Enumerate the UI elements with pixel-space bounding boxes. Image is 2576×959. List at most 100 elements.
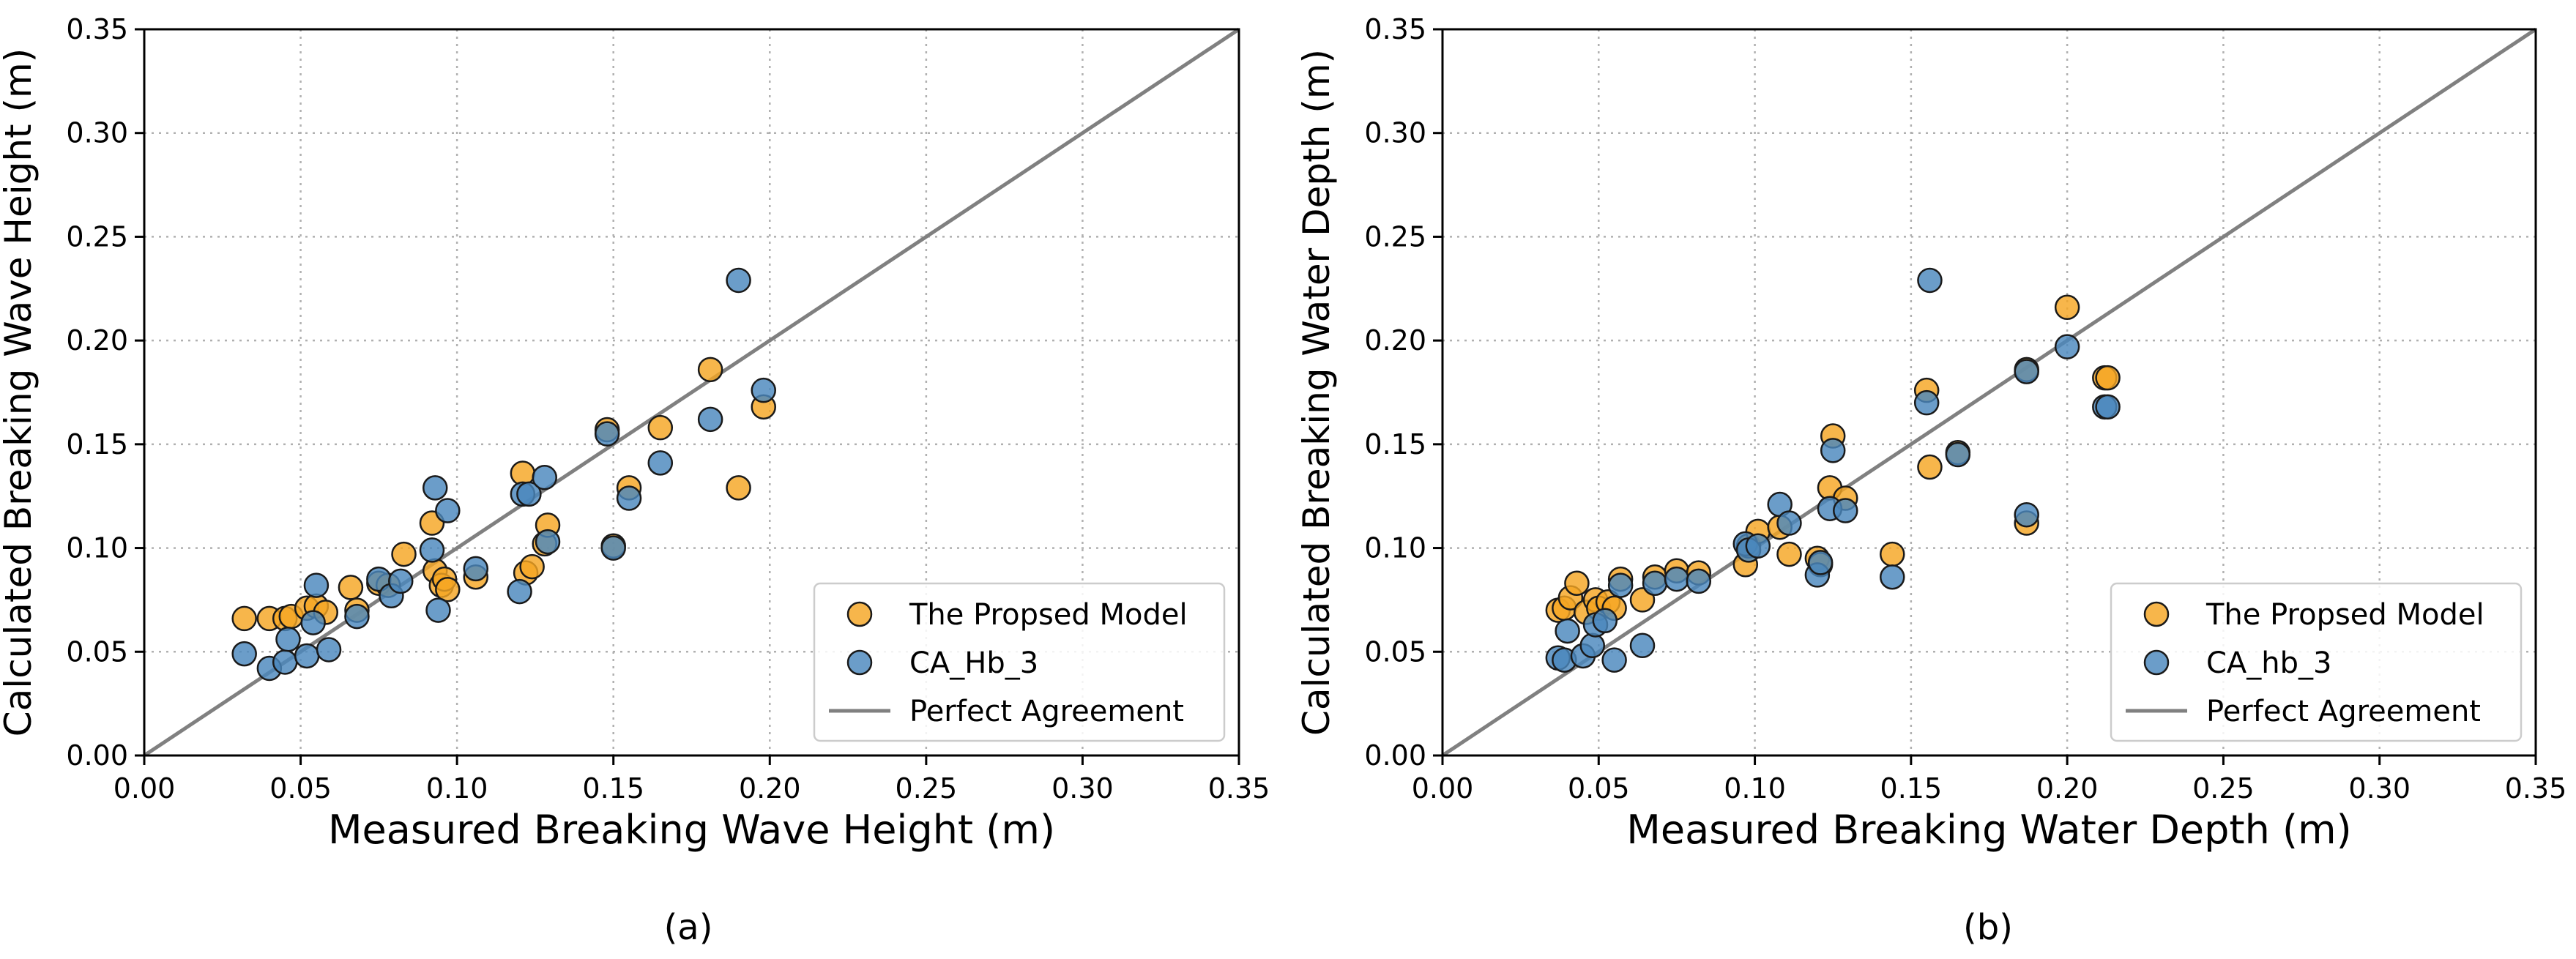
ca-point bbox=[1592, 608, 1618, 634]
ca-point bbox=[231, 641, 257, 667]
x-tick-label: 0.25 bbox=[896, 772, 958, 805]
ca-point bbox=[751, 377, 776, 403]
proposed-model-point bbox=[1880, 541, 1905, 567]
y-tick-label: 0.20 bbox=[66, 324, 128, 357]
ca-point bbox=[425, 597, 451, 623]
ca-point bbox=[726, 267, 751, 294]
legend-label: Perfect Agreement bbox=[2206, 695, 2481, 728]
x-tick-label: 0.00 bbox=[1412, 772, 1474, 805]
x-tick-label: 0.10 bbox=[426, 772, 488, 805]
y-tick-label: 0.00 bbox=[1364, 739, 1426, 772]
proposed-model-point bbox=[647, 414, 674, 441]
y-tick-label: 0.05 bbox=[66, 635, 128, 668]
ca-point bbox=[507, 578, 532, 605]
points-b bbox=[1545, 267, 2121, 673]
proposed-model-point bbox=[2054, 294, 2080, 321]
y-tick-label: 0.10 bbox=[66, 532, 128, 564]
ca-point bbox=[2095, 394, 2121, 420]
legend-label: The Propsed Model bbox=[2205, 598, 2484, 632]
y-tick-label: 0.35 bbox=[1364, 13, 1426, 45]
perfect-agreement-line-a bbox=[143, 27, 1240, 758]
legend-box bbox=[813, 582, 1226, 742]
y-axis-label-a: Calculated Breaking Wave Height (m) bbox=[0, 48, 40, 737]
proposed-model-point bbox=[697, 357, 723, 383]
y-tick-label: 0.20 bbox=[1364, 324, 1426, 357]
y-tick-label: 0.00 bbox=[66, 739, 128, 772]
proposed-model-point bbox=[1917, 454, 1943, 480]
panel-label-a: (a) bbox=[664, 907, 713, 948]
ca-point bbox=[272, 649, 298, 675]
legend-proposed-swatch bbox=[2143, 601, 2170, 627]
proposed-model-point bbox=[1776, 541, 1802, 567]
proposed-model-point bbox=[2095, 365, 2121, 391]
ca-point bbox=[697, 406, 723, 433]
ca-point bbox=[532, 464, 557, 490]
proposed-model-point bbox=[391, 541, 417, 567]
proposed-model-point bbox=[1564, 570, 1590, 597]
ca-point bbox=[1686, 568, 1712, 594]
x-tick-label: 0.15 bbox=[582, 772, 644, 805]
x-tick-label: 0.10 bbox=[1724, 772, 1786, 805]
ca-point bbox=[419, 537, 445, 563]
y-axis-label-b: Calculated Breaking Water Depth (m) bbox=[1295, 49, 1338, 736]
y-tick-label: 0.25 bbox=[66, 220, 128, 253]
legend-a: The Propsed Model CA_Hb_3 Perfect Agreemen… bbox=[813, 582, 1226, 742]
legend-ca-swatch bbox=[2143, 649, 2170, 676]
y-tick-label: 0.35 bbox=[66, 13, 128, 45]
legend-b: The Propsed Model CA_hb_3 Perfect Agreemen… bbox=[2110, 582, 2523, 742]
ca-point bbox=[1917, 267, 1943, 294]
ticks-a: 0.00 0.05 0.10 0.15 0.20 0.25 0.30 0.35 0.00 0.05… bbox=[66, 13, 1270, 805]
ca-point bbox=[594, 421, 620, 447]
ca-point bbox=[1745, 533, 1771, 559]
legend-box bbox=[2110, 582, 2523, 742]
ca-point bbox=[2014, 501, 2039, 528]
ca-point bbox=[1601, 647, 1627, 673]
x-tick-label: 0.00 bbox=[113, 772, 176, 805]
x-tick-label: 0.30 bbox=[2348, 772, 2411, 805]
ca-point bbox=[275, 627, 301, 652]
ca-point bbox=[1776, 510, 1802, 536]
ca-point bbox=[1945, 441, 1971, 468]
x-axis-label-a: Measured Breaking Wave Height (m) bbox=[328, 807, 1055, 853]
ca-point bbox=[1807, 550, 1834, 575]
ca-point bbox=[435, 498, 461, 523]
x-tick-label: 0.35 bbox=[1208, 772, 1270, 805]
ca-point bbox=[388, 568, 414, 594]
x-tick-label: 0.20 bbox=[739, 772, 801, 805]
panel-label-b: (b) bbox=[1963, 907, 2013, 948]
plot-frame-b bbox=[1441, 28, 2537, 757]
ticks-b: 0.00 0.05 0.10 0.15 0.20 0.25 0.30 0.35 0.00 0.05… bbox=[1364, 13, 2566, 805]
x-tick-label: 0.30 bbox=[1051, 772, 1114, 805]
ca-point bbox=[422, 475, 448, 501]
ca-point bbox=[1820, 438, 1846, 463]
points-a bbox=[231, 267, 776, 682]
y-tick-label: 0.10 bbox=[1364, 532, 1426, 564]
chart-panel-b: 0.00 0.05 0.10 0.15 0.20 0.25 0.30 0.35 0.00 0.05… bbox=[1295, 13, 2566, 948]
y-tick-label: 0.15 bbox=[66, 428, 128, 460]
ca-point bbox=[647, 450, 674, 476]
ca-point bbox=[1833, 498, 1858, 523]
perfect-agreement-line bbox=[1441, 27, 2537, 758]
ca-point bbox=[600, 535, 626, 561]
legend-label: CA_hb_3 bbox=[2206, 646, 2331, 680]
proposed-model-point bbox=[231, 605, 257, 632]
ca-point bbox=[463, 556, 489, 582]
ca-point bbox=[1664, 566, 1690, 592]
perfect-agreement-line-b bbox=[1441, 27, 2537, 758]
ca-point bbox=[1913, 389, 1940, 416]
ca-point bbox=[616, 485, 642, 511]
plot-frame-a bbox=[143, 28, 1240, 757]
ca-point bbox=[1607, 572, 1634, 598]
proposed-model-point bbox=[519, 553, 545, 580]
legend-label: Perfect Agreement bbox=[909, 695, 1184, 728]
y-tick-label: 0.15 bbox=[1364, 428, 1426, 460]
ca-point bbox=[516, 481, 542, 507]
legend-label: CA_Hb_3 bbox=[909, 646, 1038, 680]
y-tick-label: 0.25 bbox=[1364, 220, 1426, 253]
ca-point bbox=[294, 643, 320, 669]
ca-point bbox=[535, 529, 561, 555]
legend-proposed-swatch bbox=[846, 601, 873, 627]
legend-ca-swatch bbox=[846, 649, 873, 676]
ca-point bbox=[1642, 570, 1668, 597]
